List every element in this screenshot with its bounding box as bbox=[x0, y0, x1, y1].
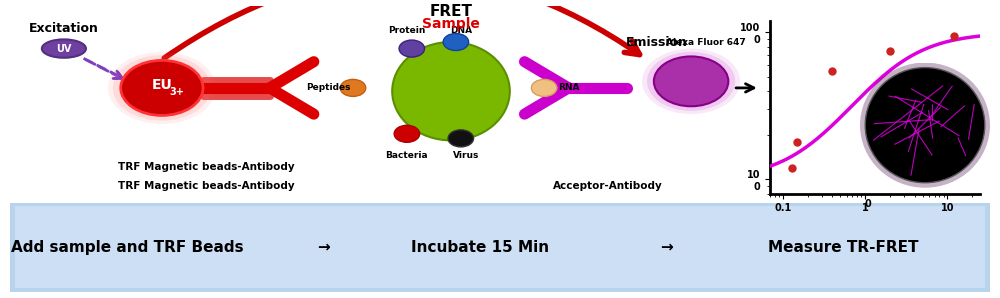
Point bbox=[882, 49, 898, 53]
Text: Virus: Virus bbox=[453, 151, 479, 160]
Text: Alexa Fluor 647: Alexa Fluor 647 bbox=[666, 38, 746, 46]
Text: Sample: Sample bbox=[422, 17, 480, 31]
Text: DNA: DNA bbox=[450, 26, 472, 35]
FancyArrowPatch shape bbox=[164, 0, 640, 58]
Text: Incubate 15 Min: Incubate 15 Min bbox=[411, 240, 549, 255]
Point bbox=[824, 68, 840, 73]
Circle shape bbox=[443, 33, 469, 51]
Text: FRET: FRET bbox=[430, 4, 473, 19]
Circle shape bbox=[448, 130, 474, 147]
Text: TRF Magnetic beads-Antibody: TRF Magnetic beads-Antibody bbox=[118, 162, 294, 172]
Text: 0: 0 bbox=[864, 199, 871, 209]
Circle shape bbox=[121, 60, 203, 115]
Text: →: → bbox=[660, 240, 673, 255]
Circle shape bbox=[865, 68, 985, 183]
Circle shape bbox=[654, 56, 728, 106]
Text: Acceptor-Antibody: Acceptor-Antibody bbox=[553, 181, 663, 191]
Text: RNA: RNA bbox=[558, 83, 579, 92]
Ellipse shape bbox=[392, 42, 510, 140]
Text: Excitation: Excitation bbox=[29, 22, 99, 35]
Circle shape bbox=[340, 79, 366, 97]
Ellipse shape bbox=[42, 39, 86, 58]
Point bbox=[946, 33, 962, 38]
Text: Measure TR-FRET: Measure TR-FRET bbox=[768, 240, 918, 255]
Text: Peptides: Peptides bbox=[306, 83, 351, 92]
Text: TRF Magnetic beads-Antibody: TRF Magnetic beads-Antibody bbox=[118, 181, 294, 191]
FancyBboxPatch shape bbox=[0, 202, 1000, 293]
Circle shape bbox=[108, 52, 216, 124]
Text: Emission: Emission bbox=[626, 35, 688, 49]
Text: Bacteria: Bacteria bbox=[386, 151, 428, 160]
Circle shape bbox=[399, 40, 425, 57]
Circle shape bbox=[394, 125, 420, 142]
Circle shape bbox=[647, 52, 735, 111]
Text: Protein: Protein bbox=[388, 26, 426, 35]
Text: →: → bbox=[317, 240, 330, 255]
Text: 3+: 3+ bbox=[169, 88, 184, 97]
Text: UV: UV bbox=[56, 44, 72, 54]
Circle shape bbox=[642, 49, 740, 114]
Text: Add sample and TRF Beads: Add sample and TRF Beads bbox=[11, 240, 244, 255]
Point bbox=[784, 165, 800, 170]
Circle shape bbox=[860, 63, 990, 188]
Circle shape bbox=[113, 55, 211, 121]
Text: EU: EU bbox=[152, 78, 172, 91]
Circle shape bbox=[531, 79, 557, 97]
Point bbox=[789, 139, 805, 144]
FancyBboxPatch shape bbox=[15, 206, 985, 288]
